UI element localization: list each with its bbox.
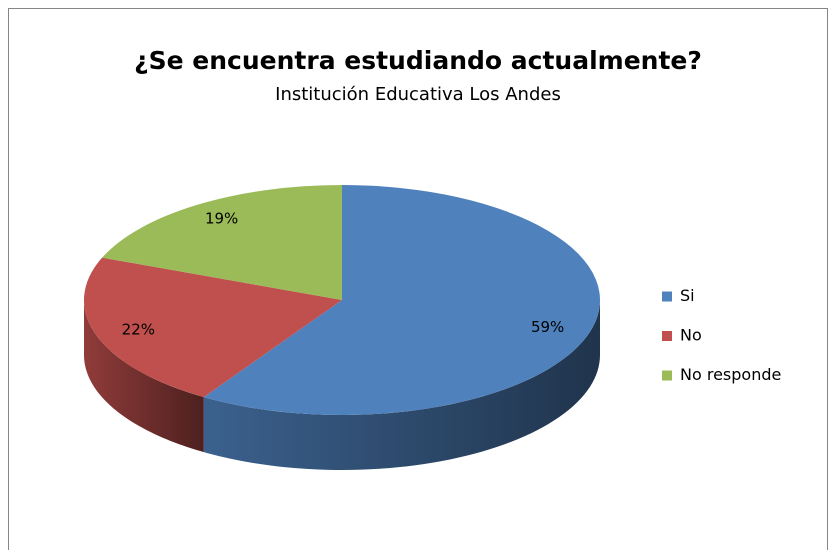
pie-slice bbox=[84, 257, 343, 398]
legend-label: Si bbox=[680, 286, 695, 305]
data-label: 19% bbox=[205, 210, 238, 228]
legend-label: No bbox=[680, 326, 702, 345]
pie-slice bbox=[203, 185, 601, 415]
chart-subtitle: Institución Educativa Los Andes bbox=[275, 84, 561, 105]
legend-swatch bbox=[662, 370, 672, 381]
pie-slice-side bbox=[203, 300, 600, 470]
legend-swatch bbox=[662, 331, 672, 341]
pie-slice bbox=[102, 185, 342, 300]
pie-slice-side bbox=[84, 300, 204, 453]
chart-title: ¿Se encuentra estudiando actualmente? bbox=[134, 46, 702, 75]
legend-label: No responde bbox=[680, 365, 781, 384]
legend-swatch bbox=[662, 291, 672, 302]
data-label: 22% bbox=[122, 321, 155, 339]
data-label: 59% bbox=[531, 318, 564, 336]
